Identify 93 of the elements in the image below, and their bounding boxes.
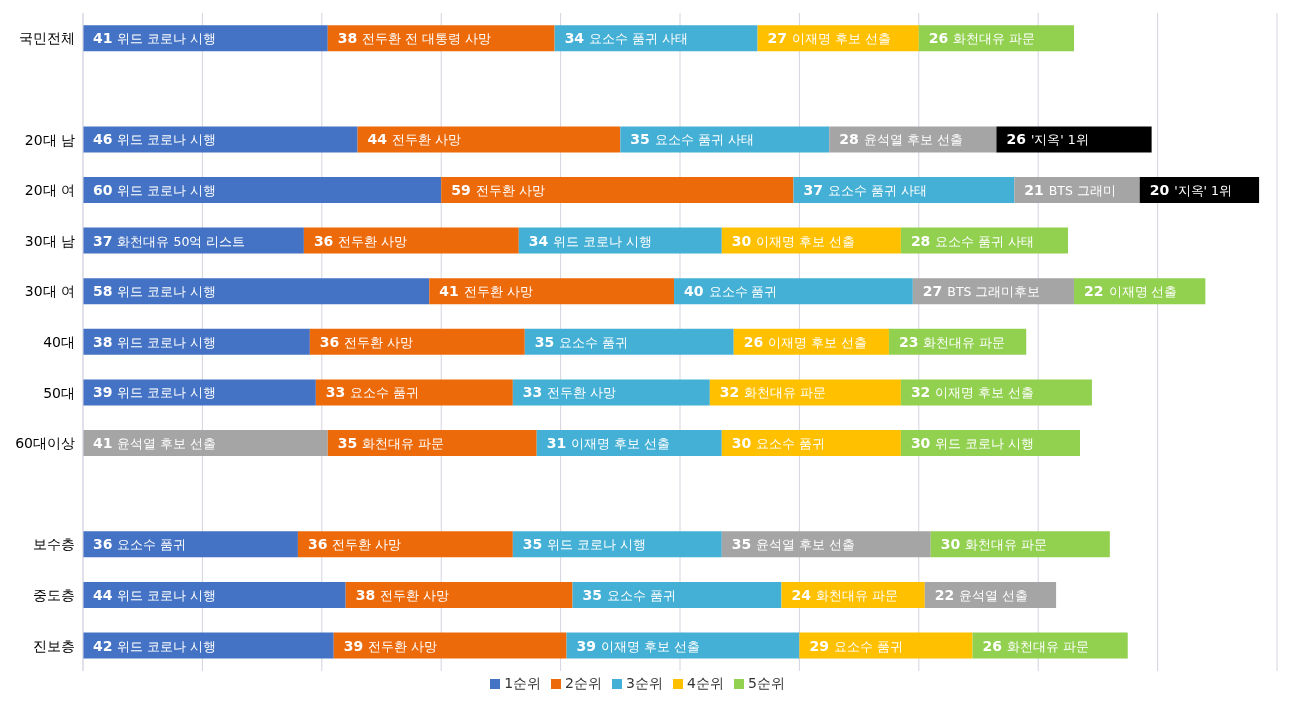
- data-label: 32 화천대유 파문: [719, 384, 827, 401]
- y-tick-label: 20대 여: [24, 182, 75, 199]
- data-label: 30 요소수 품귀: [731, 435, 826, 452]
- bar: [345, 581, 573, 608]
- data-label: 39 위드 코로나 시행: [93, 384, 217, 401]
- data-label: 31 이재명 후보 선출: [546, 435, 671, 452]
- y-tick-label: 보수층: [33, 536, 75, 553]
- bar: [674, 278, 913, 305]
- data-label: 35 요소수 품귀: [582, 586, 677, 603]
- bar: [572, 581, 782, 608]
- data-label: 37 화천대유 50억 리스트: [93, 232, 246, 249]
- y-tick-label: 30대 여: [24, 283, 75, 300]
- data-label: 34 위드 코로나 시행: [528, 232, 653, 249]
- data-label: 28 윤석열 후보 선출: [839, 131, 963, 148]
- bar: [524, 328, 734, 355]
- data-label: 41 전두환 사망: [439, 283, 533, 300]
- bar: [297, 531, 513, 558]
- data-label: 39 이재명 후보 선출: [576, 637, 701, 654]
- y-tick-label: 40대: [43, 333, 75, 350]
- legend-label: 4순위: [686, 675, 724, 691]
- data-label: 59 전두환 사망: [451, 181, 545, 198]
- data-label: 46 위드 코로나 시행: [93, 131, 217, 148]
- legend-label: 2순위: [565, 675, 603, 691]
- y-tick-label: 국민전체: [19, 30, 75, 47]
- data-label: 44 전두환 사망: [367, 131, 462, 148]
- bar: [83, 176, 442, 203]
- data-label: 36 전두환 사망: [307, 536, 402, 553]
- y-tick-label: 진보층: [33, 637, 75, 654]
- bar: [333, 632, 567, 659]
- bar: [357, 126, 621, 153]
- data-label: 21 BTS 그래미: [1024, 181, 1116, 198]
- bar: [83, 531, 298, 558]
- data-label: 28 요소수 품귀 사태: [910, 232, 1035, 249]
- data-label: 27 BTS 그래미후보: [922, 283, 1041, 300]
- data-label: 35 화천대유 파문: [337, 435, 445, 452]
- data-label: 38 전두환 사망: [355, 586, 450, 603]
- data-label: 30 화천대유 파문: [940, 536, 1048, 553]
- data-label: 22 이재명 선출: [1084, 283, 1178, 300]
- data-label: 22 윤석열 선출: [934, 586, 1029, 603]
- bar: [83, 126, 358, 153]
- data-label: 38 전두환 전 대통령 사망: [337, 30, 492, 47]
- data-label: 30 위드 코로나 시행: [910, 435, 1035, 452]
- legend-label: 5순위: [747, 675, 785, 691]
- bar: [429, 278, 675, 305]
- data-label: 35 요소수 품귀: [534, 333, 629, 350]
- data-label: 58 위드 코로나 시행: [93, 283, 217, 300]
- data-label: 35 위드 코로나 시행: [522, 536, 647, 553]
- data-label: 33 전두환 사망: [522, 384, 617, 401]
- data-label: 36 요소수 품귀: [93, 536, 187, 553]
- y-tick-label: 중도층: [33, 587, 75, 604]
- data-label: 36 전두환 사망: [319, 333, 414, 350]
- bar: [83, 581, 346, 608]
- data-label: 34 요소수 품귀 사태: [564, 30, 689, 47]
- data-label: 42 위드 코로나 시행: [93, 637, 217, 654]
- legend-label: 1순위: [504, 675, 542, 691]
- legend-label: 3순위: [626, 675, 663, 691]
- bar: [83, 632, 334, 659]
- bar: [309, 328, 525, 355]
- data-label: 39 전두환 사망: [343, 637, 438, 654]
- data-label: 32 이재명 후보 선출: [910, 384, 1035, 401]
- data-label: 33 요소수 품귀: [325, 384, 420, 401]
- data-label: 41 윤석열 후보 선출: [93, 435, 217, 452]
- y-tick-label: 30대 남: [24, 232, 75, 249]
- data-label: 30 이재명 후보 선출: [731, 232, 856, 249]
- data-label: 27 이재명 후보 선출: [767, 30, 892, 47]
- y-tick-label: 20대 남: [24, 131, 75, 148]
- data-label: 26 이재명 후보 선출: [743, 333, 868, 350]
- bar: [441, 176, 794, 203]
- data-label: 36 전두환 사망: [313, 232, 408, 249]
- bar: [303, 227, 519, 254]
- data-label: 20 '지옥' 1위: [1149, 181, 1232, 198]
- data-label: 35 윤석열 후보 선출: [731, 536, 856, 553]
- bar: [799, 632, 973, 659]
- data-label: 23 화천대유 파문: [898, 333, 1006, 350]
- bar: [315, 379, 513, 406]
- data-label: 26 '지옥' 1위: [1006, 131, 1089, 148]
- bar: [512, 379, 710, 406]
- data-label: 26 화천대유 파문: [982, 637, 1089, 654]
- bar: [996, 126, 1152, 153]
- data-label: 44 위드 코로나 시행: [93, 586, 217, 603]
- data-label: 24 화천대유 파문: [791, 586, 898, 603]
- data-label: 29 요소수 품귀: [809, 637, 903, 654]
- bar: [83, 278, 430, 305]
- data-label: 40 요소수 품귀: [684, 283, 778, 300]
- data-label: 26 화천대유 파문: [928, 30, 1036, 47]
- y-tick-label: 60대이상: [15, 435, 75, 452]
- data-label: 38 위드 코로나 시행: [93, 333, 217, 350]
- data-label: 41 위드 코로나 시행: [93, 30, 217, 47]
- bar: [83, 25, 328, 52]
- y-tick-label: 50대: [43, 384, 75, 401]
- data-label: 60 위드 코로나 시행: [93, 181, 217, 198]
- data-label: 37 요소수 품귀 사태: [803, 181, 927, 198]
- data-label: 35 요소수 품귀 사태: [630, 131, 754, 148]
